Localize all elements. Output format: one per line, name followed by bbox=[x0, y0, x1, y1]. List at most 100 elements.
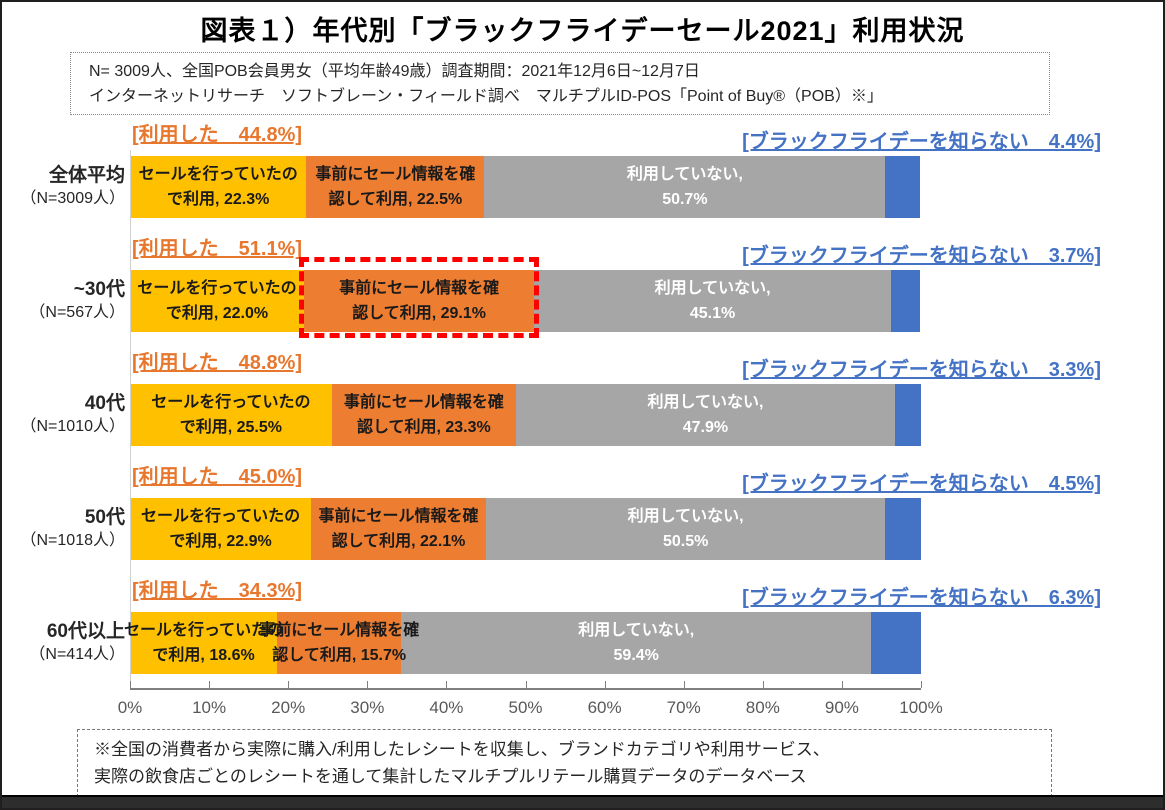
unknown-total-label: [ブラックフライデーを知らない 4.5%] bbox=[742, 473, 1101, 495]
segment-label: セールを行っていたの で利用, 22.9% bbox=[140, 508, 301, 550]
footnote-line2: 実際の飲食店ごとのレシートを通して集計したマルチプルリテール購買データのデータベ… bbox=[94, 767, 807, 786]
stacked-bar: セールを行っていたの で利用, 22.9% 事前にセール情報を確 認して利用, 22.… bbox=[130, 498, 921, 560]
chart-row: 40代 （N=1010人） [利用した 48.8%] [ブラックフライデーを知らない … bbox=[2, 348, 1163, 462]
bar-segment-not_used: 利用していない, 50.5% bbox=[485, 498, 886, 560]
segment-label: セールを行っていたの で利用, 25.5% bbox=[151, 394, 311, 436]
axis-tick bbox=[841, 681, 843, 688]
bar-segment-unknown bbox=[890, 270, 921, 332]
chart-row: 全体平均 （N=3009人） [利用した 44.8%] [ブラックフライデーを知らない… bbox=[2, 120, 1163, 234]
axis-tick bbox=[130, 681, 131, 688]
bar-segment-checked_in_advance: 事前にセール情報を確 認して利用, 22.1% bbox=[311, 498, 486, 560]
axis-tick-label: 30% bbox=[350, 698, 385, 717]
y-axis-line bbox=[130, 150, 131, 688]
axis-tick bbox=[446, 681, 448, 688]
segment-label: 利用していない, 59.4% bbox=[578, 622, 695, 664]
bottom-strip bbox=[2, 795, 1163, 808]
unknown-total-label: [ブラックフライデーを知らない 3.3%] bbox=[742, 359, 1101, 381]
bar-segment-checked_in_advance: 事前にセール情報を確 認して利用, 23.3% bbox=[331, 384, 516, 446]
axis-tick bbox=[288, 681, 290, 688]
segment-label: セールを行っていたの で利用, 22.3% bbox=[138, 166, 298, 208]
group-n-count: （N=1018人） bbox=[20, 532, 126, 549]
group-name: 60代以上 bbox=[46, 621, 125, 642]
axis-tick bbox=[209, 681, 211, 688]
stacked-bar: セールを行っていたの で利用, 22.3% 事前にセール情報を確 認して利用, 22.… bbox=[130, 156, 921, 218]
axis-tick-label: 10% bbox=[192, 698, 227, 717]
row-group-label: 50代 （N=1018人） bbox=[2, 498, 126, 560]
segment-label: 利用していない, 45.1% bbox=[654, 280, 771, 322]
axis-tick-label: 90% bbox=[824, 698, 859, 717]
bar-segment-not_used: 利用していない, 50.7% bbox=[484, 156, 886, 218]
segment-label: 利用していない, 47.9% bbox=[647, 394, 764, 436]
bar-segment-sale_noticed: セールを行っていたの で利用, 18.6% bbox=[124, 612, 283, 674]
x-axis: 0% 10% 20% 30% 40% 50% 60% 70% 80% 90% 100% bbox=[118, 681, 943, 717]
chart-row: 60代以上 （N=414人） [利用した 34.3%] [ブラックフライデーを知らない… bbox=[2, 576, 1163, 690]
survey-note-line2: インターネットリサーチ ソフトブレーン・フィールド調べ マルチプルID-POS「… bbox=[89, 88, 883, 105]
bar-segment-sale_noticed: セールを行っていたの で利用, 22.3% bbox=[130, 156, 307, 218]
used-total-label: [利用した 48.8%] bbox=[132, 352, 303, 374]
row-group-label: ~30代 （N=567人） bbox=[2, 270, 125, 332]
unknown-total-label: [ブラックフライデーを知らない 3.7%] bbox=[742, 245, 1101, 267]
bar-segment-sale_noticed: セールを行っていたの で利用, 22.0% bbox=[130, 270, 305, 332]
highlight-dashed-box bbox=[299, 257, 540, 338]
used-total-label: [利用した 45.0%] bbox=[132, 466, 303, 488]
bar-segment-sale_noticed: セールを行っていたの で利用, 22.9% bbox=[130, 498, 312, 560]
bar-segment-unknown bbox=[885, 156, 921, 218]
bar-segment-checked_in_advance: 事前にセール情報を確 認して利用, 29.1% bbox=[299, 257, 540, 338]
row-group-label: 40代 （N=1010人） bbox=[2, 384, 126, 446]
bar-segment-checked_in_advance: 事前にセール情報を確 認して利用, 15.7% bbox=[259, 612, 419, 674]
segment-label: 事前にセール情報を確 認して利用, 29.1% bbox=[339, 280, 500, 322]
segment-label: 利用していない, 50.5% bbox=[627, 508, 744, 550]
stacked-bar: セールを行っていたの で利用, 25.5% 事前にセール情報を確 認して利用, 23.… bbox=[130, 384, 921, 446]
bar-segment-not_used: 利用していない, 59.4% bbox=[401, 612, 872, 674]
axis-tick bbox=[367, 681, 369, 688]
chart-row: 50代 （N=1018人） [利用した 45.0%] [ブラックフライデーを知らない … bbox=[2, 462, 1163, 576]
axis-tick bbox=[921, 681, 922, 688]
bar-segment-unknown bbox=[871, 612, 921, 674]
segment-label: 事前にセール情報を確 認して利用, 15.7% bbox=[259, 622, 420, 664]
unknown-total-label: [ブラックフライデーを知らない 4.4%] bbox=[742, 131, 1101, 153]
unknown-total-label: [ブラックフライデーを知らない 6.3%] bbox=[742, 587, 1101, 609]
stacked-bar: セールを行っていたの で利用, 22.0% 事前にセール情報を確 認して利用, 29.… bbox=[130, 257, 921, 338]
axis-tick-label: 20% bbox=[271, 698, 306, 717]
group-n-count: （N=414人） bbox=[29, 646, 125, 663]
group-n-count: （N=1010人） bbox=[20, 418, 126, 435]
segment-label: 事前にセール情報を確 認して利用, 23.3% bbox=[343, 394, 504, 436]
axis-tick bbox=[683, 681, 685, 688]
segment-label: 利用していない, 50.7% bbox=[626, 166, 743, 208]
axis-tick-label: 80% bbox=[745, 698, 780, 717]
segment-label: 事前にセール情報を確 認して利用, 22.1% bbox=[318, 508, 479, 550]
axis-tick bbox=[604, 681, 606, 688]
group-name: 50代 bbox=[84, 507, 125, 528]
segment-label: 事前にセール情報を確 認して利用, 22.5% bbox=[315, 166, 476, 208]
group-name: ~30代 bbox=[73, 279, 125, 300]
axis-tick bbox=[762, 681, 764, 688]
footnote-box: ※全国の消費者から実際に購入/利用したレシートを収集し、ブランドカテゴリや利用サ… bbox=[77, 729, 1052, 797]
bar-segment-not_used: 利用していない, 47.9% bbox=[516, 384, 895, 446]
bar-segment-unknown bbox=[894, 384, 921, 446]
group-name: 40代 bbox=[84, 393, 125, 414]
axis-tick-label: 60% bbox=[587, 698, 622, 717]
survey-note-box: N= 3009人、全国POB会員男女（平均年齢49歳）調査期間：2021年12月… bbox=[70, 52, 1050, 115]
row-group-label: 全体平均 （N=3009人） bbox=[2, 156, 126, 218]
segment-label: セールを行っていたの で利用, 18.6% bbox=[123, 622, 284, 664]
used-total-label: [利用した 51.1%] bbox=[132, 238, 303, 260]
chart-title: 図表１）年代別「ブラックフライデーセール2021」利用状況 bbox=[200, 16, 965, 46]
used-total-label: [利用した 34.3%] bbox=[132, 580, 303, 602]
bar-segment-not_used: 利用していない, 45.1% bbox=[534, 270, 891, 332]
row-group-label: 60代以上 （N=414人） bbox=[2, 612, 125, 674]
axis-tick-label: 70% bbox=[666, 698, 701, 717]
axis-tick-label: 40% bbox=[429, 698, 464, 717]
group-name: 全体平均 bbox=[48, 165, 125, 186]
axis-tick bbox=[525, 681, 527, 688]
survey-note-line1: N= 3009人、全国POB会員男女（平均年齢49歳）調査期間：2021年12月… bbox=[89, 63, 700, 80]
used-total-label: [利用した 44.8%] bbox=[132, 124, 303, 146]
axis-tick-label: 50% bbox=[508, 698, 543, 717]
stacked-bar: セールを行っていたの で利用, 18.6% 事前にセール情報を確 認して利用, 15.… bbox=[124, 612, 921, 674]
chart-row: ~30代 （N=567人） [利用した 51.1%] [ブラックフライデーを知らない … bbox=[2, 234, 1163, 348]
axis-tick-label: 0% bbox=[117, 698, 143, 717]
axis-tick-label: 100% bbox=[899, 698, 943, 717]
segment-label: セールを行っていたの で利用, 22.0% bbox=[137, 280, 297, 322]
bar-segment-unknown bbox=[885, 498, 921, 560]
